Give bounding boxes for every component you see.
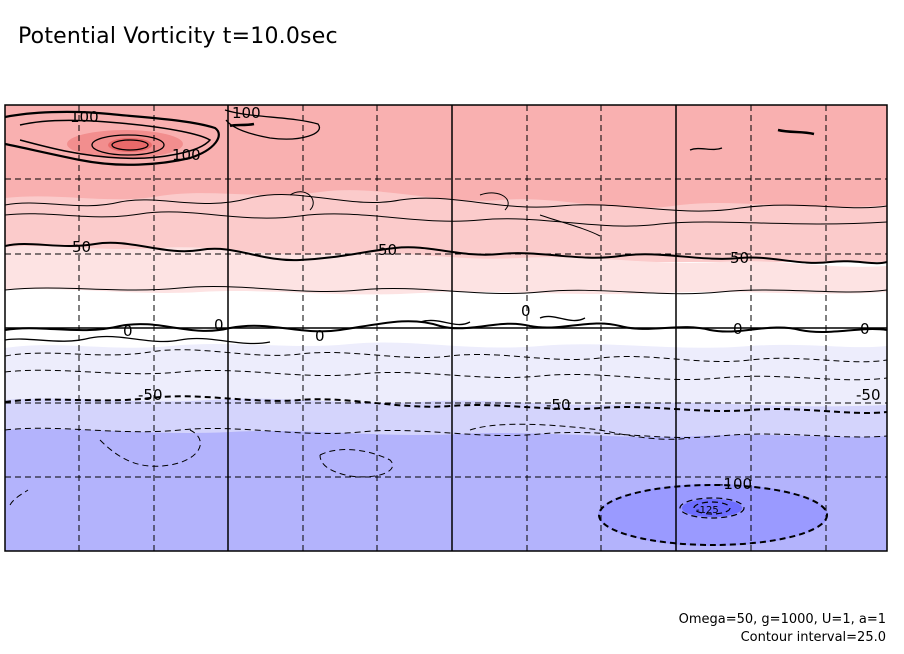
vortex-neg-core [682, 499, 742, 517]
contour-line [224, 109, 321, 140]
contour-line [693, 501, 731, 515]
contour-label: -125 [696, 505, 719, 516]
contour-labels: 100 100 100 50 50 50 0 0 0 0 0 0 -50 -50… [70, 104, 881, 516]
contour-line [5, 427, 887, 438]
band-pos-mid [5, 190, 887, 262]
contour-label: 50 [378, 241, 397, 259]
contour-line [5, 315, 586, 345]
contour-label: 0 [214, 316, 224, 334]
contour-line [679, 497, 745, 519]
contour-line [5, 349, 887, 363]
contour-label: 0 [521, 302, 531, 320]
contour-line [5, 211, 887, 227]
band-pos-strong [5, 105, 887, 215]
contour-label: 0 [733, 320, 743, 338]
contour-line [469, 423, 691, 440]
contour-line [5, 320, 887, 333]
contour-label: -100 [718, 475, 752, 493]
contour-label: 0 [860, 320, 870, 338]
contour-line [91, 134, 165, 156]
contour-line [5, 110, 220, 166]
contour-line [5, 241, 887, 265]
contour-line [777, 128, 815, 136]
chart-title: Potential Vorticity t=10.0sec [18, 24, 338, 49]
contour-line [9, 489, 29, 506]
params-note: Omega=50, g=1000, U=1, a=1 [678, 612, 886, 627]
contour-line [598, 484, 828, 546]
contour-line [5, 194, 887, 212]
contour-label: 50 [72, 238, 91, 256]
band-neg-weak [5, 342, 887, 410]
contour-label: 100 [172, 146, 201, 164]
contour-line [689, 147, 723, 151]
contour-label: 100 [232, 104, 261, 122]
plot-area: 100 100 100 50 50 50 0 0 0 0 0 0 -50 -50… [5, 104, 887, 551]
contour-line [19, 119, 212, 160]
contour-line [229, 122, 255, 128]
contour-line [111, 139, 149, 151]
contour-label: 100 [70, 108, 99, 126]
contour-line [5, 286, 887, 295]
contours-negative [5, 349, 887, 546]
contour-label: -50 [856, 386, 881, 404]
contour-interval-note: Contour interval=25.0 [740, 630, 886, 645]
contour-label: -50 [546, 396, 571, 414]
contour-label: 0 [123, 322, 133, 340]
contour-label: -50 [138, 386, 163, 404]
plot-frame [4, 104, 888, 552]
contour-line [99, 429, 393, 478]
contour-line [289, 191, 601, 237]
contour-label: 50 [730, 249, 749, 267]
contour-label: 0 [315, 327, 325, 345]
contour-line [5, 369, 887, 381]
contour-line [5, 395, 887, 414]
contours-positive [5, 109, 887, 345]
